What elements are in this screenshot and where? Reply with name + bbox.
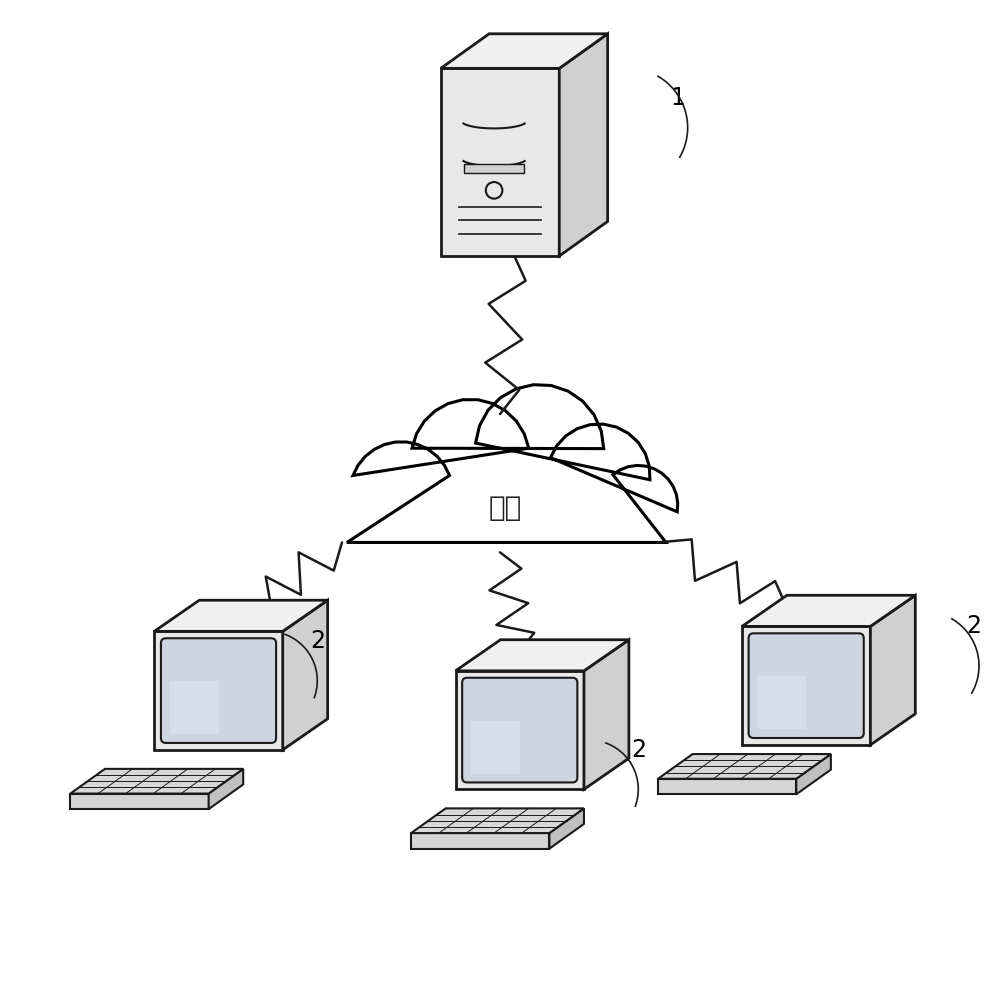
Polygon shape	[154, 631, 283, 750]
Polygon shape	[796, 754, 831, 794]
Polygon shape	[209, 769, 243, 809]
Polygon shape	[584, 639, 629, 790]
Polygon shape	[549, 809, 584, 849]
Polygon shape	[70, 769, 243, 794]
Text: 2: 2	[967, 615, 982, 638]
Polygon shape	[70, 794, 209, 809]
Polygon shape	[471, 721, 520, 774]
Polygon shape	[870, 596, 915, 745]
FancyBboxPatch shape	[464, 164, 524, 173]
Polygon shape	[456, 671, 584, 790]
Polygon shape	[742, 596, 915, 626]
Polygon shape	[742, 626, 870, 745]
Polygon shape	[441, 69, 559, 256]
Polygon shape	[411, 809, 584, 833]
Text: 2: 2	[631, 738, 646, 762]
Polygon shape	[658, 779, 796, 794]
Polygon shape	[456, 639, 629, 671]
Polygon shape	[411, 833, 549, 849]
Polygon shape	[658, 754, 831, 779]
Text: 1: 1	[670, 86, 685, 110]
Polygon shape	[154, 601, 328, 631]
Text: 网络: 网络	[488, 494, 522, 522]
Polygon shape	[347, 384, 678, 543]
Text: 2: 2	[310, 629, 325, 653]
Polygon shape	[559, 34, 608, 256]
Polygon shape	[283, 601, 328, 750]
Polygon shape	[441, 34, 608, 69]
FancyBboxPatch shape	[749, 633, 864, 738]
Polygon shape	[757, 676, 806, 729]
FancyBboxPatch shape	[161, 638, 276, 743]
FancyBboxPatch shape	[462, 677, 577, 783]
Polygon shape	[170, 681, 219, 734]
